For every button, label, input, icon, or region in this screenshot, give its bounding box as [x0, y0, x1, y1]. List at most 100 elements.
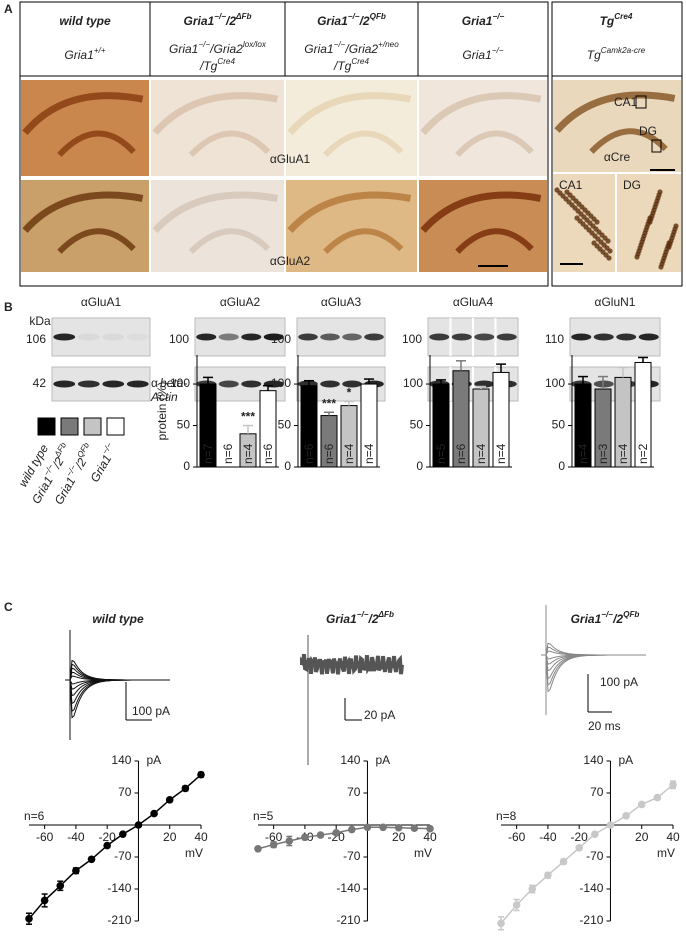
genotype-subtitle-part: /Gria2: [344, 42, 378, 56]
x-tick-label: 20: [163, 830, 177, 844]
y-tick-label: -210: [579, 913, 603, 927]
x-tick-label: -40: [539, 830, 557, 844]
iv-point: [559, 857, 568, 866]
n-label: n=4: [616, 443, 630, 464]
iv-point: [316, 831, 325, 839]
genotype-title-part: ΔFb: [235, 12, 251, 21]
scale-label: 100 pA: [132, 704, 170, 718]
iv-point: [25, 914, 33, 923]
y-tick-label: -70: [114, 849, 132, 863]
nucleus: [634, 254, 640, 260]
legend-label-part: QFb: [76, 441, 92, 460]
hippocampus-image-dg: [188, 228, 271, 254]
current-trace: [65, 679, 170, 697]
legend-swatch: [37, 417, 56, 436]
x-axis-label: mV: [185, 846, 203, 860]
genotype-subtitle: Gria1−/−: [462, 46, 503, 62]
y-tick-label: 140: [111, 753, 131, 767]
genotype-subtitle-part: +/neo: [378, 40, 399, 49]
y-tick-label: -210: [107, 913, 131, 927]
iv-point: [637, 800, 646, 809]
nucleus: [647, 219, 653, 225]
genotype-subtitle: Gria1−/−/Gria2lox/lox: [169, 40, 267, 56]
y-tick-label: 100: [545, 376, 565, 390]
panel-a-frame: [19, 1, 549, 287]
genotype-subtitle: /TgCre4: [333, 57, 369, 73]
y-tick-label: 140: [340, 753, 360, 767]
blot-band: [616, 333, 637, 341]
iv-point: [379, 823, 387, 832]
x-tick-label: 40: [666, 830, 680, 844]
x-tick-label: -20: [571, 830, 589, 844]
x-tick-label: -60: [508, 830, 526, 844]
trace-title-part: QFb: [623, 610, 639, 619]
genotype-subtitle-part: Gria1: [304, 42, 333, 56]
iv-point: [622, 812, 630, 820]
n-label: n=6: [24, 809, 45, 823]
hippocampus-image-dg: [455, 228, 534, 254]
iv-point: [606, 821, 615, 829]
x-tick-label: -40: [67, 830, 85, 844]
region-box: [651, 139, 662, 153]
nucleus: [666, 244, 672, 250]
blot-band: [77, 380, 100, 388]
y-tick-label: 0: [416, 459, 423, 473]
hippocampus-image-ca: [22, 92, 144, 136]
y-tick-label: 70: [347, 785, 361, 799]
iv-point: [410, 824, 419, 832]
n-label: n=5: [434, 443, 448, 464]
nucleus: [607, 248, 613, 254]
x-tick-label: 20: [392, 830, 406, 844]
genotype-title-part: wild type: [59, 14, 111, 28]
legend-label-part: Gria1: [52, 475, 79, 507]
genotype-subtitle: Gria1−/−/Gria2+/neo: [304, 40, 399, 56]
trace-title-part: −/−: [357, 610, 369, 619]
y-tick-label: 100: [170, 376, 190, 390]
blot-band: [451, 333, 472, 341]
blot-band: [241, 380, 262, 388]
genotype-title: wild type: [59, 14, 111, 28]
genotype-title-part: −/−: [348, 12, 360, 21]
n-label: n=4: [342, 443, 356, 464]
n-label: n=3: [596, 443, 610, 464]
y-tick-label: 70: [118, 785, 132, 799]
trace-title: Gria1−/−/2QFb: [571, 610, 640, 626]
y-tick-label: 140: [583, 753, 603, 767]
y-tick-label: -140: [336, 881, 360, 895]
nucleus: [606, 255, 612, 261]
x-tick-label: 40: [423, 830, 437, 844]
n-label: n=4: [576, 443, 590, 464]
iv-point: [134, 821, 143, 829]
hippocampus-image-ca: [420, 191, 542, 233]
y-tick-label: 0: [183, 459, 190, 473]
cre-subtitle-part: Tg: [587, 48, 601, 62]
iv-point: [56, 882, 65, 890]
inset-label: CA1: [559, 178, 583, 192]
hippocampus-image-dg: [323, 228, 404, 254]
inset-label: DG: [623, 178, 641, 192]
blot-band: [320, 380, 340, 388]
blot-band: [638, 333, 659, 341]
iv-point: [103, 841, 111, 850]
hippocampus-image-ca: [22, 191, 144, 233]
genotype-title: Gria1−/−: [462, 12, 505, 28]
blot-band: [126, 380, 149, 388]
blot-band: [298, 333, 318, 341]
n-label: n=4: [474, 443, 488, 464]
genotype-subtitle-part: Gria1: [169, 42, 198, 56]
iv-point: [591, 830, 599, 838]
hippocampus-image-dg: [188, 130, 271, 157]
y-tick-label: 0: [284, 459, 291, 473]
genotype-title-part: Gria1: [462, 14, 493, 28]
y-tick-label: 70: [590, 785, 604, 799]
y-axis-label: pA: [618, 753, 633, 767]
y-tick-label: 100: [271, 376, 291, 390]
cre-title-part: Cre4: [614, 12, 633, 21]
legend-label-part: −/−: [101, 441, 115, 456]
blot-band: [320, 333, 340, 341]
blot-band: [218, 333, 239, 341]
current-trace: [541, 646, 646, 656]
n-label: n=6: [221, 443, 235, 464]
current-trace: [65, 679, 170, 705]
current-trace: [65, 659, 171, 681]
